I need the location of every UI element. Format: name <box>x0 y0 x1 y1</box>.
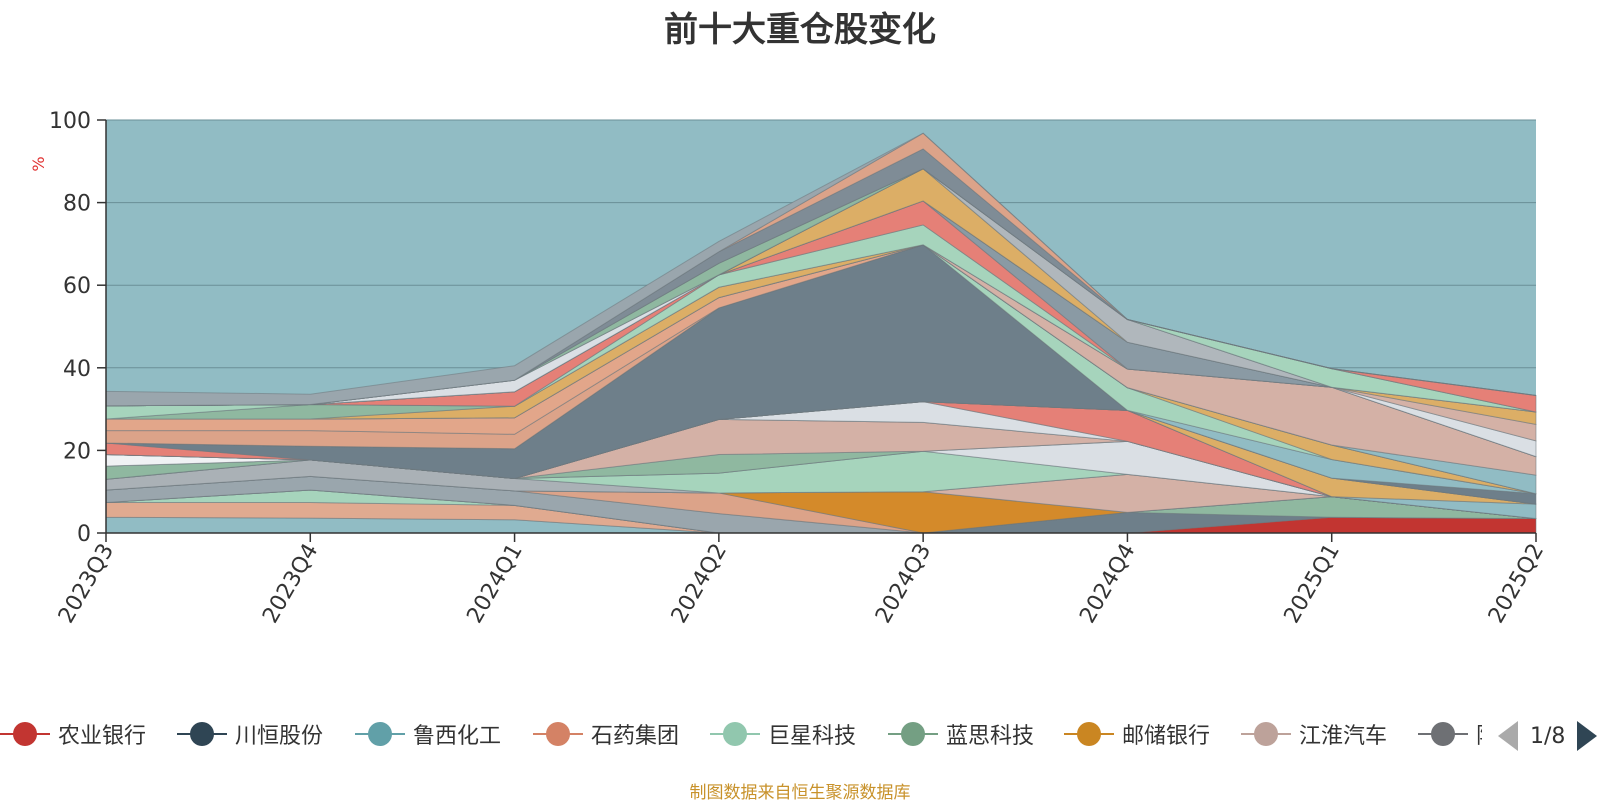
legend-marker-icon <box>710 721 760 747</box>
legend-page-indicator: 1/8 <box>1530 723 1566 749</box>
legend-marker-icon <box>1241 721 1291 747</box>
legend-marker-icon <box>1064 721 1114 747</box>
y-tick-label: 80 <box>63 192 91 217</box>
x-tick-label: 2024Q3 <box>871 540 936 628</box>
x-tick-label: 2023Q4 <box>258 540 323 628</box>
chart-title: 前十大重仓股变化 <box>664 10 936 50</box>
y-tick-label: 40 <box>63 357 91 382</box>
legend-item[interactable]: 石药集团 <box>533 712 679 756</box>
legend-items: 农业银行 川恒股份 鲁西化工 石药集团 巨星科技 蓝思科技 邮储银行 江淮汽车 阳 <box>0 712 1482 756</box>
legend-item[interactable]: 江淮汽车 <box>1241 712 1387 756</box>
x-tick-label: 2023Q3 <box>54 540 119 628</box>
legend-label: 巨星科技 <box>768 724 857 749</box>
legend-label: 鲁西化工 <box>413 724 502 749</box>
legend-marker-icon <box>888 721 938 747</box>
legend-item[interactable]: 蓝思科技 <box>888 712 1034 756</box>
legend-pager: 1/8 <box>1498 718 1598 754</box>
legend: 农业银行 川恒股份 鲁西化工 石药集团 巨星科技 蓝思科技 邮储银行 江淮汽车 阳 1/8 <box>0 712 1600 756</box>
legend-next-page-icon[interactable] <box>1577 721 1598 751</box>
x-tick-label: 2024Q1 <box>462 540 527 628</box>
area-series <box>105 132 1537 407</box>
x-tick-label: 2025Q2 <box>1484 540 1549 628</box>
legend-marker-icon <box>533 721 583 747</box>
legend-marker-icon <box>355 721 405 747</box>
y-tick-label: 60 <box>63 274 91 299</box>
area-series-group <box>105 132 1537 534</box>
x-tick-label: 2025Q1 <box>1280 540 1345 628</box>
y-tick-label: 0 <box>77 522 91 547</box>
legend-label: 石药集团 <box>591 724 680 749</box>
legend-item[interactable]: 川恒股份 <box>177 712 323 756</box>
legend-label: 农业银行 <box>58 724 147 749</box>
x-tick-label: 2024Q4 <box>1075 540 1140 628</box>
legend-prev-page-icon[interactable] <box>1498 721 1518 751</box>
y-tick-label: 100 <box>49 109 91 134</box>
y-tick-label: 20 <box>63 439 91 464</box>
y-axis-unit-label: % <box>29 156 48 171</box>
source-footnote: 制图数据来自恒生聚源数据库 <box>689 783 911 803</box>
legend-item[interactable]: 邮储银行 <box>1064 712 1210 756</box>
legend-marker-icon <box>1418 721 1468 747</box>
legend-marker-icon <box>177 721 227 747</box>
legend-item[interactable]: 鲁西化工 <box>355 712 501 756</box>
legend-label: 江淮汽车 <box>1299 724 1388 749</box>
x-tick-label: 2024Q2 <box>667 540 732 628</box>
legend-item[interactable]: 阳 <box>1418 712 1482 756</box>
legend-item[interactable]: 农业银行 <box>0 712 146 756</box>
legend-marker-icon <box>0 721 50 747</box>
legend-label: 阳 <box>1476 718 1482 750</box>
legend-label: 邮储银行 <box>1122 724 1211 749</box>
legend-item[interactable]: 巨星科技 <box>710 712 856 756</box>
legend-label: 川恒股份 <box>235 724 324 749</box>
legend-label: 蓝思科技 <box>946 724 1035 749</box>
